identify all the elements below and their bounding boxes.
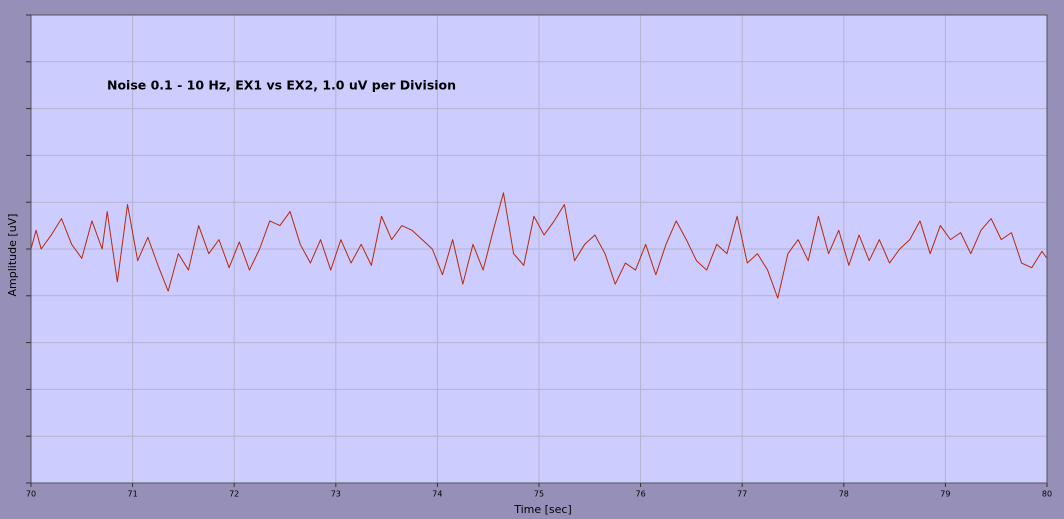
- x-tick-label: 80: [1042, 490, 1052, 499]
- x-tick-label: 77: [737, 490, 747, 499]
- x-tick-label: 79: [940, 490, 950, 499]
- x-tick-label: 71: [128, 490, 138, 499]
- x-axis-label: Time [sec]: [513, 503, 572, 516]
- x-tick-label: 70: [26, 490, 36, 499]
- x-tick-label: 75: [534, 490, 544, 499]
- x-tick-label: 73: [331, 490, 341, 499]
- chart-title: Noise 0.1 - 10 Hz, EX1 vs EX2, 1.0 uV pe…: [107, 78, 456, 93]
- x-tick-label: 72: [229, 490, 239, 499]
- signal-line: [30, 192, 1048, 299]
- x-tick-label: 78: [839, 490, 849, 499]
- x-tick-label: 76: [636, 490, 646, 499]
- x-tick-label: 74: [432, 490, 442, 499]
- y-axis-label: Amplitude [uV]: [6, 214, 19, 297]
